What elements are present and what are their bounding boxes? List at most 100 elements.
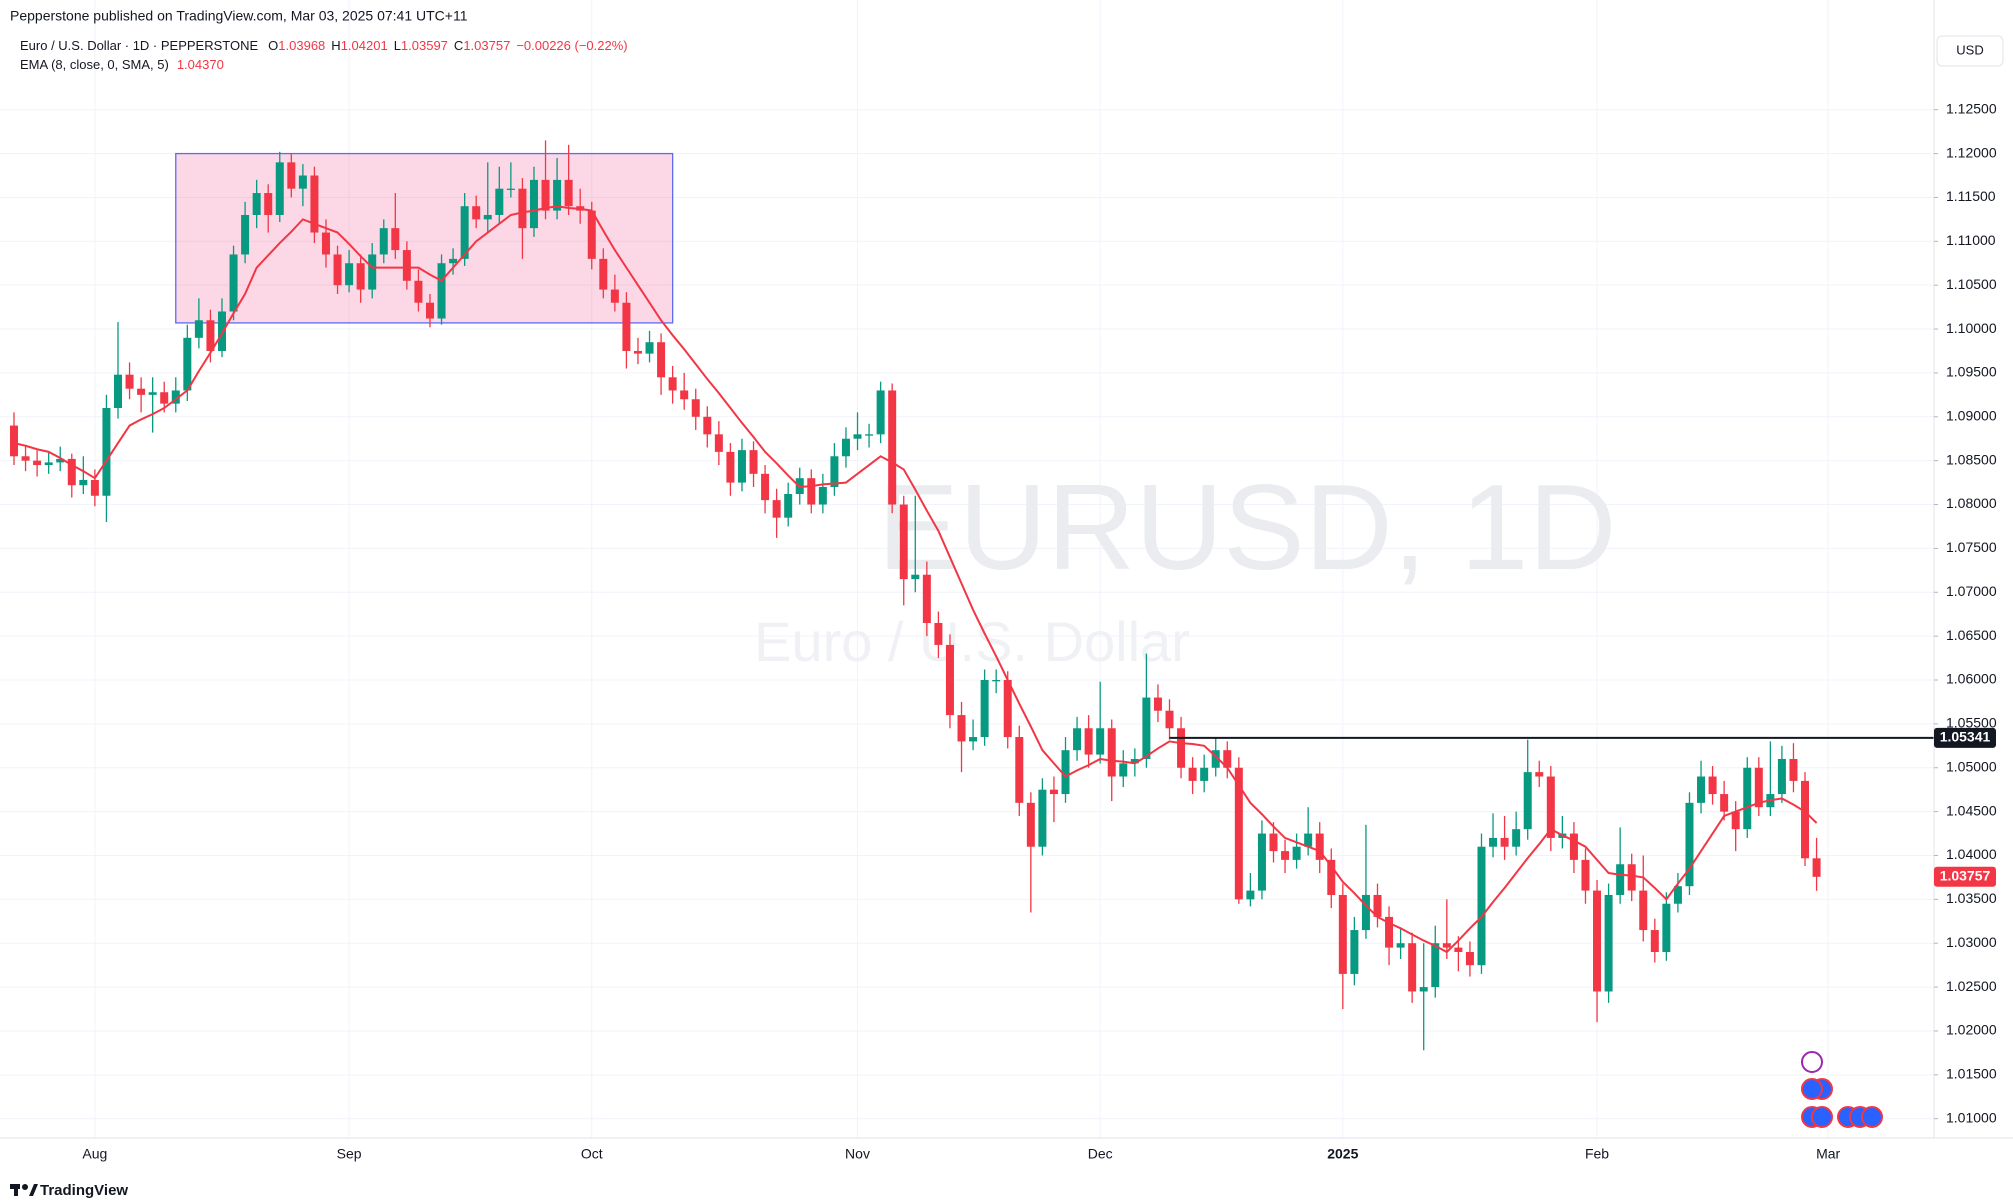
candle-body [379, 228, 388, 255]
candle-body [1419, 987, 1428, 992]
candle-body [599, 258, 608, 290]
candle-body [472, 206, 481, 220]
candle-body [1026, 802, 1035, 847]
candle-body [1165, 710, 1174, 729]
candle-body [44, 462, 53, 466]
candle-body [1708, 776, 1717, 795]
candle-body [287, 162, 296, 189]
candle-body [345, 263, 354, 286]
y-tick-label: 1.03500 [1946, 890, 1997, 906]
candle-body [1604, 894, 1613, 992]
candle-body [449, 258, 458, 264]
candle-body [1338, 894, 1347, 974]
candle-body [553, 179, 562, 211]
candle-body [137, 388, 146, 395]
candle-body [899, 504, 908, 580]
ema-name: EMA (8, close, 0, SMA, 5) [20, 57, 169, 72]
candle-body [749, 450, 758, 474]
candle-body [437, 263, 446, 319]
currency[interactable]: USD [1956, 42, 1983, 57]
candle-body [102, 408, 111, 496]
candle-body [1107, 728, 1116, 777]
candle-body [368, 254, 377, 290]
candle-body [160, 392, 169, 404]
event-icon[interactable] [1811, 1106, 1833, 1128]
candle-body [148, 392, 157, 395]
candle-body [241, 214, 250, 255]
y-tick-label: 1.11500 [1946, 188, 1996, 204]
candle-body [125, 374, 134, 389]
candle-body [1454, 947, 1463, 952]
candle-body [1327, 859, 1336, 895]
candle-body [772, 500, 781, 518]
candle-body [229, 254, 238, 312]
candle-body [1223, 750, 1232, 768]
event-icon[interactable] [1861, 1106, 1883, 1128]
candle-body [1049, 789, 1058, 795]
candle-body [1257, 833, 1266, 891]
y-tick-label: 1.06500 [1946, 627, 1997, 643]
x-tick-label: Sep [337, 1146, 362, 1162]
publisher: Pepperstone published on TradingView.com… [10, 8, 468, 24]
legend-key: H [331, 38, 340, 53]
candle-body [206, 320, 215, 351]
candle-body [980, 680, 989, 738]
y-tick-label: 1.02000 [1946, 1022, 1997, 1038]
y-tick-label: 1.01500 [1946, 1066, 1997, 1082]
candle-body [1119, 763, 1128, 777]
candle-body [1673, 886, 1682, 904]
candle-body [264, 193, 273, 215]
candle-body [541, 179, 550, 211]
marks-layer [10, 140, 1934, 1051]
candle-body [1477, 846, 1486, 966]
event-icon[interactable] [1801, 1051, 1823, 1073]
candle-body [33, 460, 42, 466]
candle-body [922, 574, 931, 623]
candle-body [564, 179, 573, 207]
candle-body [1500, 837, 1509, 847]
ema-value: 1.04370 [177, 57, 224, 72]
candle-body [969, 737, 978, 742]
candle-body [853, 434, 862, 439]
candle-body [310, 175, 319, 233]
candle-body [1431, 943, 1440, 988]
y-tick-label: 1.01000 [1946, 1109, 1997, 1125]
candle-body [1465, 951, 1474, 966]
watermark-subtitle: Euro / U.S. Dollar [754, 610, 1190, 673]
candle-body [1789, 758, 1798, 781]
y-tick-label: 1.09500 [1946, 364, 1997, 380]
candle-body [1627, 864, 1636, 891]
y-tick-label: 1.08000 [1946, 495, 1997, 511]
symbol: Euro / U.S. Dollar · 1D · PEPPERSTONE [20, 38, 258, 53]
candle-body [275, 162, 284, 215]
candle-body [888, 390, 897, 505]
candle-body [529, 179, 538, 229]
candle-body [1304, 833, 1313, 847]
candle-body [1569, 833, 1578, 860]
y-tick-label: 1.05000 [1946, 758, 1997, 774]
candle-body [911, 574, 920, 580]
candle-body [1731, 811, 1740, 830]
candle-body [645, 342, 654, 354]
candle-body [784, 493, 793, 518]
y-tick-label: 1.09000 [1946, 407, 1997, 423]
watermark: EURUSD, 1D [878, 459, 1617, 595]
candle-body [1142, 697, 1151, 759]
candle-body [1754, 767, 1763, 808]
candle-body [1650, 930, 1659, 952]
candle-body [876, 390, 885, 435]
candle-body [957, 715, 966, 742]
candle-body [1801, 780, 1810, 859]
candle-body [1442, 943, 1451, 948]
candle-body [1281, 851, 1290, 860]
candle-body [1489, 837, 1498, 847]
candle-body [67, 458, 76, 486]
y-tick-label: 1.12500 [1946, 100, 1997, 116]
event-icon[interactable] [1801, 1078, 1823, 1100]
candle-body [483, 214, 492, 220]
candle-body [1720, 794, 1729, 812]
y-tick-label: 1.04000 [1946, 846, 1997, 862]
candle-body [10, 425, 18, 457]
candle-body [1662, 903, 1671, 952]
currency-button[interactable] [1936, 35, 2004, 67]
